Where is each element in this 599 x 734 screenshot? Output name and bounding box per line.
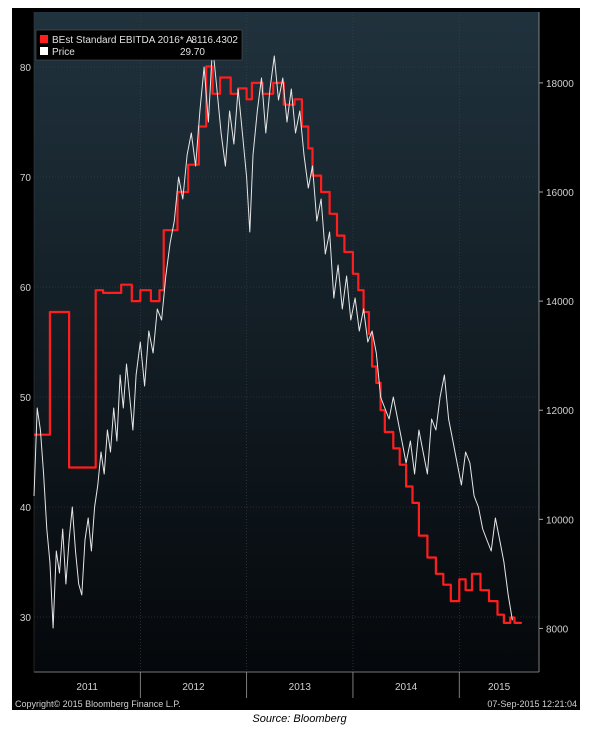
y-right-tick-label: 8000	[546, 624, 569, 635]
chart-frame: 30 40 50 60 70 80 8000 10000 12000 14000 16000 1800…	[12, 8, 580, 710]
legend-value-ebitda: 8116.4302	[191, 35, 238, 46]
legend-swatch-ebitda	[40, 35, 48, 43]
plot-background	[34, 12, 539, 672]
legend-swatch-price	[40, 47, 48, 55]
series-lines	[33, 44, 522, 629]
axes: 30 40 50 60 70 80 8000 10000 12000 14000 16000 1800…	[20, 12, 574, 698]
footer-copyright: Copyright© 2015 Bloomberg Finance L.P.	[15, 699, 181, 709]
y-left-tick-label: 60	[20, 283, 32, 294]
x-tick-label: 2015	[488, 682, 511, 693]
x-tick-label: 2011	[76, 682, 98, 693]
chart-svg: 30 40 50 60 70 80 8000 10000 12000 14000 16000 1800…	[15, 12, 577, 709]
legend-box	[35, 29, 243, 61]
price-line	[33, 44, 513, 629]
y-left-tick-label: 50	[20, 393, 32, 404]
legend-value-price: 29.70	[180, 47, 205, 58]
footer-timestamp: 07-Sep-2015 12:21:04	[487, 699, 577, 709]
ebitda-line	[34, 65, 522, 624]
legend-label-price: Price	[52, 47, 75, 58]
x-tick-label: 2012	[182, 682, 205, 693]
y-right-tick-label: 14000	[546, 297, 574, 308]
y-right-tick-label: 12000	[546, 406, 574, 417]
legend-label-ebitda: BEst Standard EBITDA 2016* A	[52, 35, 193, 46]
y-left-tick-label: 30	[20, 613, 32, 624]
x-tick-label: 2014	[395, 682, 418, 693]
y-left-tick-label: 80	[20, 63, 32, 74]
x-tick-label: 2013	[289, 682, 312, 693]
y-right-tick-label: 18000	[546, 79, 574, 90]
source-caption: Source: Bloomberg	[252, 713, 347, 725]
y-left-tick-label: 70	[20, 173, 32, 184]
y-right-tick-label: 10000	[546, 515, 574, 526]
legend: BEst Standard EBITDA 2016* A 8116.4302 P…	[35, 29, 243, 61]
y-right-tick-label: 16000	[546, 188, 574, 199]
y-left-tick-label: 40	[20, 503, 32, 514]
